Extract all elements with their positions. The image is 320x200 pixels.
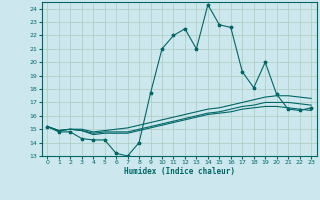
X-axis label: Humidex (Indice chaleur): Humidex (Indice chaleur)	[124, 167, 235, 176]
